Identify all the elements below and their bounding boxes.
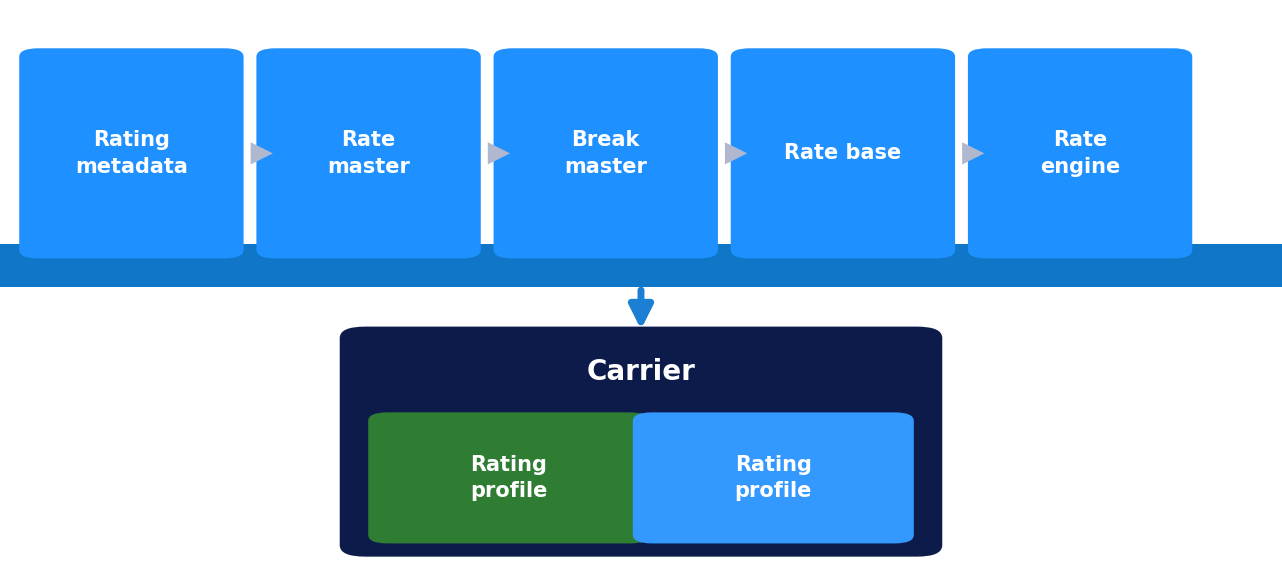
Text: Rate base: Rate base	[785, 143, 901, 164]
Text: Rating
metadata: Rating metadata	[74, 130, 188, 177]
Text: Carrier: Carrier	[587, 358, 695, 386]
FancyBboxPatch shape	[731, 48, 955, 258]
Text: Break
master: Break master	[564, 130, 647, 177]
Text: Rate
engine: Rate engine	[1040, 130, 1120, 177]
FancyBboxPatch shape	[494, 48, 718, 258]
FancyBboxPatch shape	[19, 48, 244, 258]
FancyBboxPatch shape	[633, 412, 914, 544]
Text: Rate
master: Rate master	[327, 130, 410, 177]
FancyBboxPatch shape	[368, 412, 649, 544]
FancyBboxPatch shape	[340, 327, 942, 557]
FancyBboxPatch shape	[256, 48, 481, 258]
FancyBboxPatch shape	[0, 244, 1282, 287]
Text: Rating
profile: Rating profile	[470, 455, 547, 501]
FancyBboxPatch shape	[968, 48, 1192, 258]
Text: Rating
profile: Rating profile	[735, 455, 812, 501]
